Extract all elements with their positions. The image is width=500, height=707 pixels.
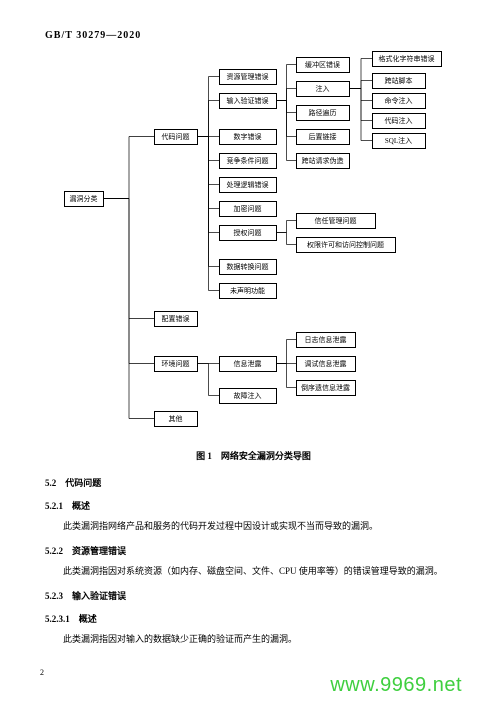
tree-node: 缓冲区错误	[296, 57, 350, 73]
tree-node: 环境问题	[154, 356, 198, 372]
doc-header: GB/T 30279—2020	[45, 30, 462, 41]
tree-node: 后置链接	[296, 129, 350, 145]
tree-node: 日志信息泄露	[296, 332, 356, 348]
tree-node: 授权问题	[219, 225, 277, 241]
tree-node: 未声明功能	[219, 283, 277, 299]
tree-node: 加密问题	[219, 201, 277, 217]
tree-node: 漏洞分类	[64, 191, 104, 207]
tree-node: 竞争条件问题	[219, 153, 277, 169]
paragraph: 此类漏洞指因对输入的数据缺少正确的验证而产生的漏洞。	[45, 631, 462, 647]
tree-node: 倒序遗信息泄露	[296, 380, 356, 396]
tree-node: 跨站请求伪造	[296, 153, 350, 169]
tree-node: 处理逻辑错误	[219, 177, 277, 193]
tree-diagram: 漏洞分类 代码问题配置错误环境问题其他 资源管理错误输入验证错误数字错误竞争条件问题…	[64, 51, 444, 441]
tree-node: SQL注入	[372, 133, 426, 149]
tree-node: 权限许可和访问控制问题	[296, 237, 396, 253]
tree-node: 代码问题	[154, 129, 198, 145]
tree-node: 注入	[296, 81, 350, 97]
tree-node: 资源管理错误	[219, 69, 277, 85]
body-text: 5.2 代码问题 5.2.1 概述此类漏洞指网络产品和服务的代码开发过程中因设计或…	[45, 476, 462, 648]
section-heading: 5.2 代码问题	[45, 476, 462, 489]
page-number: 2	[40, 668, 44, 677]
figure-caption: 图 1 网络安全漏洞分类导图	[45, 449, 462, 462]
tree-node: 信息泄露	[219, 356, 277, 372]
tree-node: 路径遍历	[296, 105, 350, 121]
section-heading: 5.2.3 输入验证错误	[45, 589, 462, 602]
tree-node: 命令注入	[372, 93, 426, 109]
tree-node: 跨站脚本	[372, 73, 426, 89]
tree-node: 输入验证错误	[219, 93, 277, 109]
section-heading: 5.2.2 资源管理错误	[45, 544, 462, 557]
paragraph: 此类漏洞指因对系统资源（如内存、磁盘空间、文件、CPU 使用率等）的错误管理导致…	[45, 563, 462, 579]
tree-node: 代码注入	[372, 113, 426, 129]
tree-node: 调试信息泄露	[296, 356, 356, 372]
paragraph: 此类漏洞指网络产品和服务的代码开发过程中因设计或实现不当而导致的漏洞。	[45, 518, 462, 534]
tree-node: 配置错误	[154, 311, 198, 327]
tree-node: 数字错误	[219, 129, 277, 145]
section-heading: 5.2.1 概述	[45, 499, 462, 512]
watermark: www.9969.net	[330, 674, 462, 697]
section-heading: 5.2.3.1 概述	[45, 612, 462, 625]
tree-node: 其他	[154, 411, 198, 427]
tree-node: 数据转换问题	[219, 259, 277, 275]
tree-node: 故障注入	[219, 388, 277, 404]
tree-node: 格式化字符串错误	[372, 51, 442, 67]
tree-node: 信任管理问题	[296, 213, 376, 229]
